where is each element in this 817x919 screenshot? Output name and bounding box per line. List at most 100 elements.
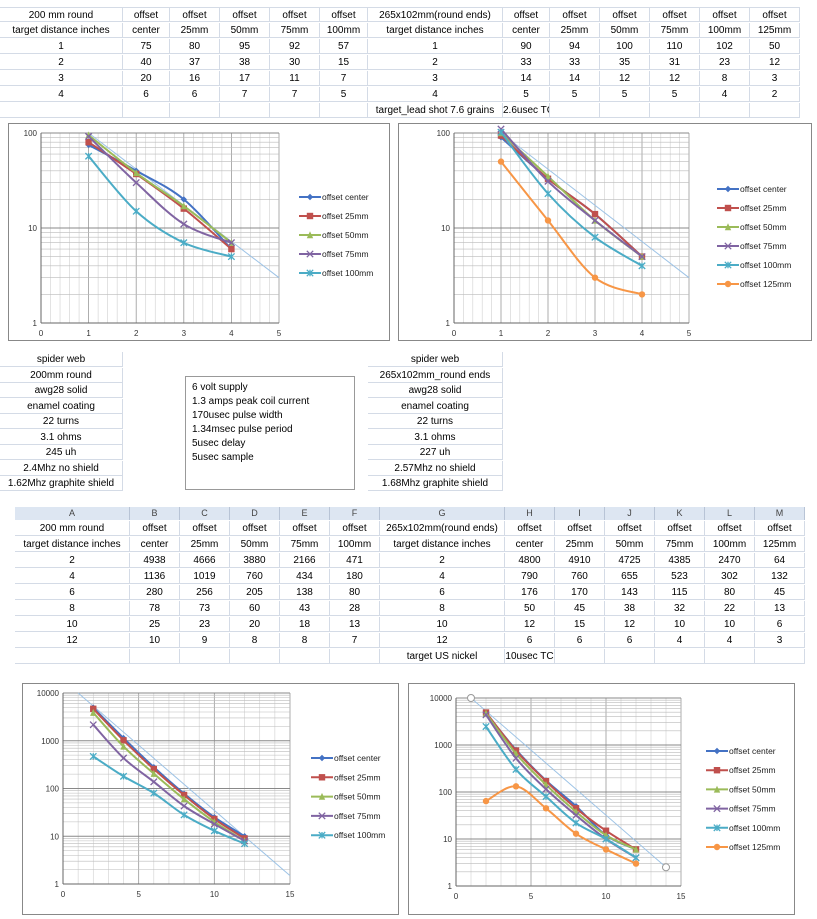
table1-cell[interactable] <box>270 103 320 118</box>
table1-cell[interactable]: 2 <box>750 87 800 102</box>
table2-cell[interactable]: 6 <box>555 633 605 648</box>
table1-cell[interactable]: 125mm <box>750 23 800 38</box>
table2-cell[interactable]: 15 <box>555 617 605 632</box>
table2-cell[interactable]: 45 <box>555 601 605 616</box>
table1-cell[interactable]: offset <box>170 7 220 22</box>
table2-cell[interactable]: 434 <box>280 569 330 584</box>
table2-cell[interactable] <box>180 649 230 664</box>
table1-cell[interactable]: 5 <box>650 87 700 102</box>
column-header[interactable]: D <box>230 507 280 520</box>
table1-cell[interactable]: 4 <box>368 87 503 102</box>
table1-cell[interactable] <box>700 103 750 118</box>
table2-cell[interactable]: 25 <box>130 617 180 632</box>
table2-cell[interactable]: 4 <box>705 633 755 648</box>
table2-cell[interactable]: 25mm <box>555 537 605 552</box>
table2-cell[interactable]: 4385 <box>655 553 705 568</box>
table1-cell[interactable]: 1 <box>368 39 503 54</box>
table1-cell[interactable]: 7 <box>320 71 368 86</box>
table2-cell[interactable]: 38 <box>605 601 655 616</box>
table2-cell[interactable]: offset <box>505 521 555 536</box>
table2-cell[interactable]: 180 <box>330 569 380 584</box>
table2-cell[interactable]: offset <box>555 521 605 536</box>
table1-cell[interactable]: offset <box>270 7 320 22</box>
note-left[interactable]: 245 uh <box>0 445 123 460</box>
table1-cell[interactable]: 2 <box>0 55 123 70</box>
table1-cell[interactable] <box>650 103 700 118</box>
table2-cell[interactable]: 23 <box>180 617 230 632</box>
table1-cell[interactable]: 37 <box>170 55 220 70</box>
table2-cell[interactable]: 115 <box>655 585 705 600</box>
table2-cell[interactable]: 12 <box>605 617 655 632</box>
table1-cell[interactable]: 110 <box>650 39 700 54</box>
column-header[interactable]: E <box>280 507 330 520</box>
table1-cell[interactable]: 4 <box>700 87 750 102</box>
table2-cell[interactable]: 4725 <box>605 553 655 568</box>
table2-cell[interactable] <box>605 649 655 664</box>
note-right[interactable]: 265x102mm_round ends <box>368 367 503 383</box>
table2-cell[interactable]: 170 <box>555 585 605 600</box>
table2-cell[interactable]: 760 <box>555 569 605 584</box>
table2-cell[interactable]: offset <box>130 521 180 536</box>
table1-cell[interactable]: 102 <box>700 39 750 54</box>
table1-cell[interactable]: 50mm <box>600 23 650 38</box>
note-right[interactable]: awg28 solid <box>368 383 503 398</box>
table2-cell[interactable] <box>230 649 280 664</box>
chart-2[interactable]: 0 1 2 3 4 5 1 10 100 offset center offset 25mm offs… <box>398 123 812 341</box>
table2-cell[interactable]: 28 <box>330 601 380 616</box>
table2-cell[interactable]: 4938 <box>130 553 180 568</box>
table2-cell[interactable]: 176 <box>505 585 555 600</box>
table1-cell[interactable]: 14 <box>503 71 550 86</box>
table2-cell[interactable]: 125mm <box>755 537 805 552</box>
table2-cell[interactable]: 80 <box>330 585 380 600</box>
table1-cell[interactable]: 100mm <box>320 23 368 38</box>
column-header[interactable]: I <box>555 507 605 520</box>
note-right[interactable]: 3.1 ohms <box>368 429 503 445</box>
table1-cell[interactable]: 100 <box>600 39 650 54</box>
table1-cell[interactable]: offset <box>503 7 550 22</box>
table1-cell[interactable]: 5 <box>600 87 650 102</box>
table2-cell[interactable]: 18 <box>280 617 330 632</box>
table1-cell[interactable]: 200 mm round <box>0 7 123 22</box>
table2-cell[interactable]: 20 <box>230 617 280 632</box>
table1-cell[interactable]: 80 <box>170 39 220 54</box>
table2-cell[interactable]: target distance inches <box>15 537 130 552</box>
table2-cell[interactable] <box>130 649 180 664</box>
table2-cell[interactable]: 760 <box>230 569 280 584</box>
note-right[interactable]: 227 uh <box>368 445 503 460</box>
table2-cell[interactable]: 10 <box>130 633 180 648</box>
table1-cell[interactable]: offset <box>650 7 700 22</box>
table1-cell[interactable]: target distance inches <box>368 23 503 38</box>
table1-cell[interactable]: offset <box>600 7 650 22</box>
table2-cell[interactable]: 4 <box>15 569 130 584</box>
table1-cell[interactable]: offset <box>550 7 600 22</box>
table2-cell[interactable]: 2470 <box>705 553 755 568</box>
table2-cell[interactable]: target distance inches <box>380 537 505 552</box>
note-left[interactable]: enamel coating <box>0 398 123 414</box>
table2-cell[interactable]: 9 <box>180 633 230 648</box>
table1-cell[interactable]: 5 <box>550 87 600 102</box>
table2-cell[interactable]: 205 <box>230 585 280 600</box>
table1-cell[interactable]: 8 <box>700 71 750 86</box>
table2-cell[interactable]: 280 <box>130 585 180 600</box>
table2-cell[interactable]: offset <box>330 521 380 536</box>
table2-cell[interactable]: 4910 <box>555 553 605 568</box>
table1-cell[interactable]: 1 <box>0 39 123 54</box>
column-header[interactable]: H <box>505 507 555 520</box>
table2-cell[interactable]: 12 <box>505 617 555 632</box>
table1-cell[interactable]: center <box>503 23 550 38</box>
table2-cell[interactable]: 75mm <box>280 537 330 552</box>
table2-cell[interactable]: 8 <box>380 601 505 616</box>
table2-cell[interactable]: offset <box>280 521 330 536</box>
table1-cell[interactable]: 7 <box>220 87 270 102</box>
table1-cell[interactable] <box>750 103 800 118</box>
table2-cell[interactable]: 13 <box>755 601 805 616</box>
table2-cell[interactable]: 2 <box>15 553 130 568</box>
table2-cell[interactable]: 200 mm round <box>15 521 130 536</box>
table2-cell[interactable]: offset <box>605 521 655 536</box>
table1-cell[interactable]: 11 <box>270 71 320 86</box>
table1-cell[interactable]: offset <box>750 7 800 22</box>
table2-cell[interactable]: 13 <box>330 617 380 632</box>
column-header[interactable]: M <box>755 507 805 520</box>
table2-cell[interactable]: 10usec TC <box>505 649 555 664</box>
table1-cell[interactable]: 3 <box>0 71 123 86</box>
